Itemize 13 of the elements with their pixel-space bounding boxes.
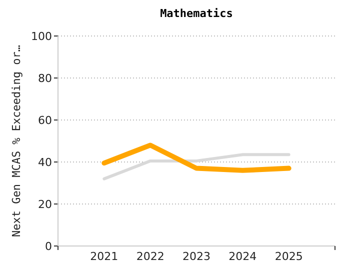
y-tick-label: 60	[38, 114, 52, 127]
y-tick-label: 100	[31, 30, 52, 43]
y-tick-label: 0	[45, 240, 52, 253]
chart-title: Mathematics	[160, 7, 233, 20]
x-tick-label: 2022	[136, 250, 164, 263]
x-tick-label: 2023	[182, 250, 210, 263]
y-tick-label: 40	[38, 156, 52, 169]
x-tick-label: 2025	[274, 250, 303, 263]
x-tick-label: 2024	[228, 250, 257, 263]
y-tick-label: 20	[38, 198, 52, 211]
y-tick-label: 80	[38, 72, 52, 85]
y-axis-title: Next Gen MCAS % Exceeding or…	[10, 44, 23, 238]
x-tick-label: 2021	[90, 250, 118, 263]
